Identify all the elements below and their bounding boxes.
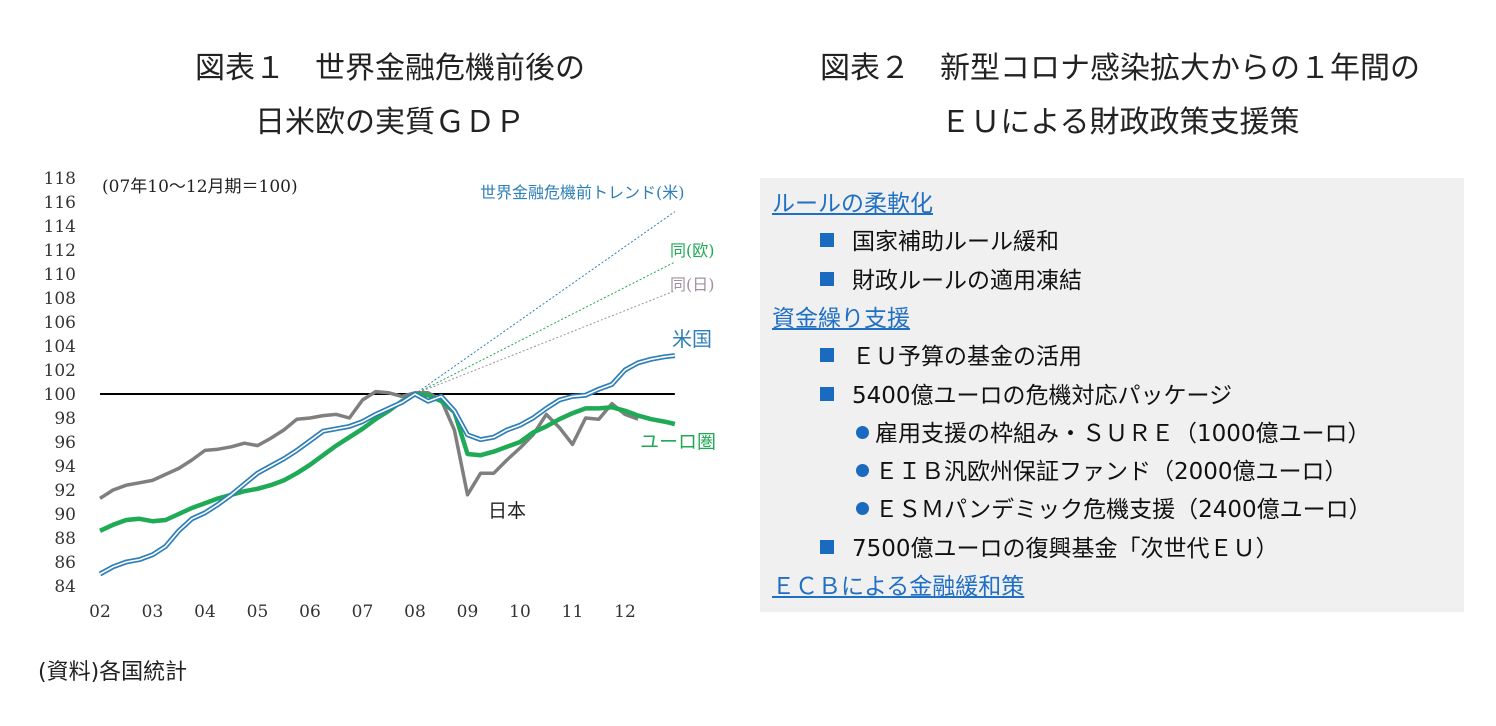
y-axis: 84 86 88 90 92 94 96 98 100 102 104 106 108 110 112 114… (44, 169, 76, 597)
policy-item-text: ＥＩＢ汎欧州保証ファンド（2000億ユーロ） (875, 459, 1348, 486)
chart-annotation: (07年10～12月期＝100) (102, 177, 298, 197)
y-tick-label: 94 (54, 457, 76, 477)
series-line-2 (99, 389, 639, 500)
figure1-title-line1: 図表１ 世界金融危機前後の (195, 51, 585, 86)
category-heading: ルールの柔軟化 (772, 191, 933, 217)
policy-item: 国家補助ルール緩和 (820, 222, 1059, 256)
series-label-3: 世界金融危機前トレンド(米) (480, 183, 685, 202)
y-tick-label: 96 (54, 433, 76, 453)
y-tick-label: 88 (54, 529, 76, 549)
series-label-2: 日本 (488, 500, 526, 522)
series-line-5 (414, 290, 676, 395)
category-heading: 資金繰り支援 (772, 305, 910, 332)
category-heading: ＥＣＢによる金融緩和策 (772, 574, 1025, 600)
policy-item: 5400億ユーロの危機対応パッケージ (820, 376, 1232, 410)
figure2-title-line2: ＥＵによる財政政策支援策 (940, 105, 1300, 140)
policy-item-text: ＥＵ予算の基金の活用 (852, 344, 1082, 371)
policy-item-text: 7500億ユーロの復興基金「次世代ＥＵ） (852, 535, 1279, 562)
policy-item: 7500億ユーロの復興基金「次世代ＥＵ） (820, 529, 1279, 563)
series-label-0: 米国 (672, 327, 712, 351)
square-bullet-icon (820, 348, 834, 363)
x-tick-label: 10 (509, 602, 531, 622)
series-label-4: 同(欧) (670, 241, 715, 260)
circle-bullet-icon (856, 425, 869, 439)
policy-panel: ルールの柔軟化国家補助ルール緩和 財政ルールの適用凍結資金繰り支援 ＥＵ予算の基金の… (760, 178, 1464, 612)
policy-item: ＥＵ予算の基金の活用 (820, 337, 1082, 371)
x-tick-label: 08 (404, 602, 426, 622)
policy-subitem: ＥＩＢ汎欧州保証ファンド（2000億ユーロ） (856, 452, 1348, 486)
policy-subitem: 雇用支援の枠組み・ＳＵＲＥ（1000億ユーロ） (856, 414, 1371, 448)
series-label-1: ユーロ圏 (640, 431, 716, 453)
y-tick-label: 110 (44, 265, 76, 285)
x-tick-label: 07 (352, 602, 374, 622)
series-line-4 (414, 261, 676, 395)
x-tick-label: 06 (299, 602, 321, 622)
y-tick-label: 86 (54, 553, 76, 573)
y-tick-label: 112 (44, 241, 76, 261)
circle-bullet-icon (856, 502, 869, 516)
series-line-3 (414, 211, 676, 395)
y-tick-label: 114 (44, 217, 76, 237)
y-tick-label: 108 (44, 289, 76, 309)
source-note: (資料)各国統計 (38, 660, 188, 685)
figure1-title: 図表１ 世界金融危機前後の 日米欧の実質ＧＤＰ (80, 42, 700, 150)
circle-bullet-icon (856, 464, 869, 478)
series-line-0-inner (99, 354, 675, 575)
x-tick-label: 11 (562, 602, 584, 622)
y-tick-label: 98 (54, 409, 76, 429)
y-tick-label: 84 (54, 577, 76, 597)
square-bullet-icon (820, 233, 834, 248)
y-tick-label: 92 (54, 481, 76, 501)
square-bullet-icon (820, 386, 834, 401)
x-tick-label: 03 (142, 602, 164, 622)
policy-item-text: 国家補助ルール緩和 (852, 229, 1059, 256)
figure2-title: 図表２ 新型コロナ感染拡大からの１年間の ＥＵによる財政政策支援策 (760, 42, 1480, 150)
y-tick-label: 104 (44, 337, 76, 357)
x-axis: 02 03 04 05 06 07 08 09 10 11 12 (89, 602, 636, 622)
y-tick-label: 118 (44, 169, 76, 189)
figure1-title-line2: 日米欧の実質ＧＤＰ (255, 105, 525, 140)
x-tick-label: 04 (194, 602, 216, 622)
series-label-5: 同(日) (670, 275, 715, 294)
square-bullet-icon (820, 271, 834, 286)
policy-subitem: ＥＳＭパンデミック危機支援（2400億ユーロ） (856, 490, 1372, 524)
y-tick-label: 102 (44, 361, 76, 381)
policy-item-text: 財政ルールの適用凍結 (852, 267, 1082, 294)
policy-item: 財政ルールの適用凍結 (820, 261, 1082, 295)
x-tick-label: 12 (614, 602, 636, 622)
policy-item-text: 5400億ユーロの危機対応パッケージ (852, 382, 1233, 409)
gdp-line-chart: 84 86 88 90 92 94 96 98 100 102 104 106 108 110 112 114… (44, 169, 716, 622)
x-tick-label: 09 (457, 602, 479, 622)
x-tick-label: 05 (247, 602, 269, 622)
figure2-title-line1: 図表２ 新型コロナ感染拡大からの１年間の (820, 51, 1420, 86)
y-tick-label: 100 (44, 385, 76, 405)
y-tick-label: 116 (44, 193, 76, 213)
x-tick-label: 02 (89, 602, 111, 622)
policy-item-text: 雇用支援の枠組み・ＳＵＲＥ（1000億ユーロ） (875, 420, 1371, 447)
square-bullet-icon (820, 539, 834, 554)
y-tick-label: 106 (44, 313, 76, 333)
policy-item-text: ＥＳＭパンデミック危機支援（2400億ユーロ） (875, 497, 1372, 524)
y-tick-label: 90 (54, 505, 76, 525)
series-layer (98, 211, 676, 577)
